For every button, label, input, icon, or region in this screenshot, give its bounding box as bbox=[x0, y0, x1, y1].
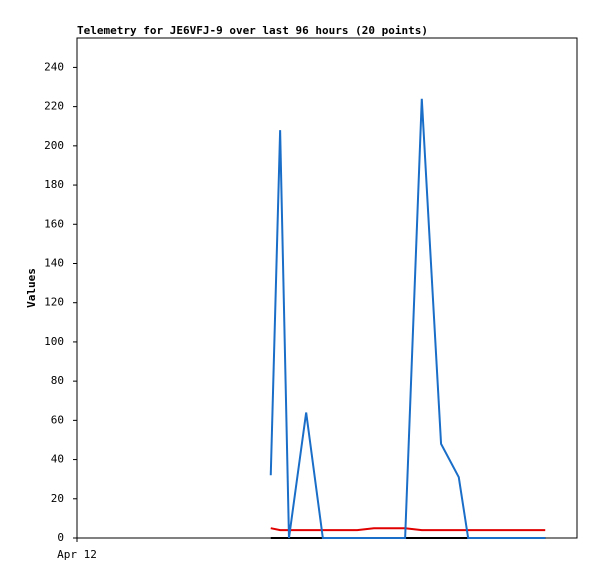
series-line bbox=[269, 98, 546, 539]
y-tick-label: 40 bbox=[51, 453, 64, 466]
series-line bbox=[270, 527, 546, 532]
chart-title: Telemetry for JE6VFJ-9 over last 96 hour… bbox=[77, 24, 428, 37]
y-tick-label: 20 bbox=[51, 492, 64, 505]
y-tick-label: 200 bbox=[44, 139, 64, 152]
y-tick-label: 160 bbox=[44, 217, 64, 230]
y-tick-label: 120 bbox=[44, 296, 64, 309]
plot-frame bbox=[76, 37, 578, 539]
y-tick-label: 0 bbox=[57, 531, 64, 544]
y-tick-label: 80 bbox=[51, 374, 64, 387]
x-tick-label: Apr 12 bbox=[57, 548, 97, 561]
y-tick-label: 100 bbox=[44, 335, 64, 348]
y-tick-label: 180 bbox=[44, 178, 64, 191]
y-tick-label: 60 bbox=[51, 413, 64, 426]
y-tick-label: 140 bbox=[44, 256, 64, 269]
y-tick-label: 240 bbox=[44, 60, 64, 73]
y-tick-label: 220 bbox=[44, 100, 64, 113]
y-axis-label: Values bbox=[25, 268, 38, 308]
